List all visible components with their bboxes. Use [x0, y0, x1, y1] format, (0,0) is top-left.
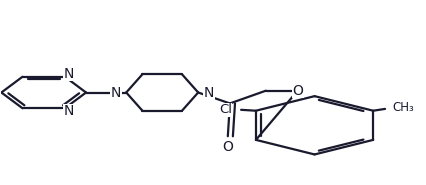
Text: O: O — [292, 84, 303, 98]
Text: N: N — [204, 85, 214, 100]
Text: N: N — [64, 67, 74, 80]
Text: O: O — [222, 140, 233, 154]
Text: Cl: Cl — [219, 103, 232, 116]
Text: N: N — [64, 105, 74, 118]
Text: N: N — [110, 85, 121, 100]
Text: CH₃: CH₃ — [393, 102, 414, 115]
